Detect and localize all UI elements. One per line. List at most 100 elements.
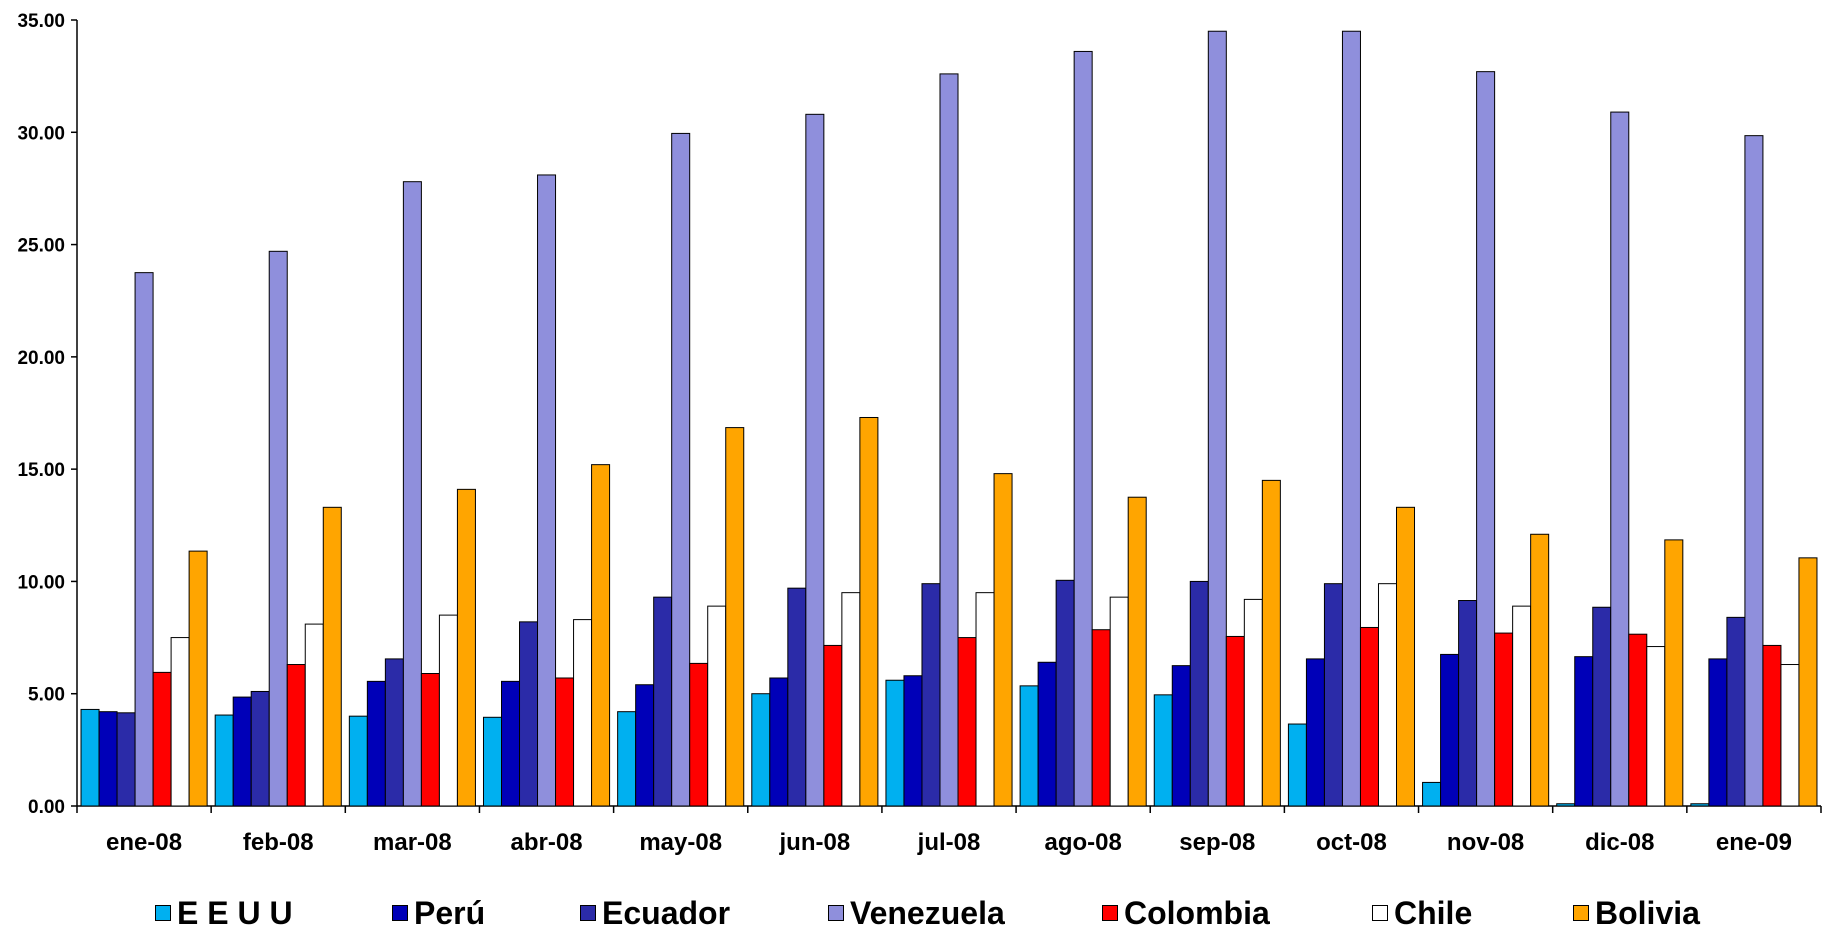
bar-6-9 — [1395, 506, 1416, 807]
bar-5-9 — [1377, 583, 1397, 807]
x-tick-label: sep-08 — [1179, 829, 1255, 856]
bar-5-12 — [1780, 664, 1800, 807]
legend-item: E E U U — [155, 893, 293, 933]
bar-4-9 — [1359, 626, 1379, 807]
legend-label: Bolivia — [1595, 894, 1700, 931]
bar-4-11 — [1628, 633, 1648, 807]
bar-2-3 — [519, 621, 539, 807]
legend-item: Venezuela — [828, 893, 1005, 933]
bar-4-12 — [1762, 644, 1782, 807]
y-tick-label: 10.00 — [17, 572, 65, 593]
bar-6-4 — [725, 427, 745, 807]
legend-swatch — [1573, 905, 1589, 921]
bar-2-10 — [1458, 600, 1478, 807]
bar-3-10 — [1476, 71, 1496, 807]
bar-0-1 — [214, 714, 234, 807]
y-tick-label: 25.00 — [17, 236, 65, 257]
legend-item: Colombia — [1102, 893, 1270, 933]
bar-3-7 — [1073, 50, 1093, 807]
bar-5-0 — [170, 637, 190, 807]
bar-6-5 — [859, 416, 879, 807]
x-tick-label: abr-08 — [511, 829, 583, 856]
bar-5-2 — [438, 614, 458, 807]
bar-2-12 — [1726, 616, 1746, 807]
legend-swatch — [392, 905, 408, 921]
bar-0-7 — [1019, 685, 1039, 807]
bar-0-3 — [482, 716, 503, 807]
bar-3-2 — [402, 181, 422, 807]
bar-6-0 — [188, 550, 208, 807]
bar-2-9 — [1323, 583, 1343, 807]
bar-0-0 — [80, 708, 100, 807]
bar-3-3 — [537, 174, 557, 807]
bar-4-7 — [1091, 629, 1111, 807]
legend-item: Ecuador — [580, 893, 730, 933]
x-tick-label: ago-08 — [1044, 829, 1121, 856]
x-tick-label: jul-08 — [917, 829, 981, 856]
x-tick-label: oct-08 — [1316, 829, 1387, 856]
bar-4-10 — [1494, 632, 1514, 807]
bar-1-11 — [1574, 656, 1594, 807]
bar-4-2 — [420, 673, 440, 807]
bar-0-9 — [1287, 723, 1307, 807]
legend-item: Perú — [392, 893, 485, 933]
x-tick-label: ene-08 — [106, 829, 182, 856]
y-tick-label: 5.00 — [28, 685, 65, 706]
bar-5-1 — [304, 623, 324, 807]
legend-item: Bolivia — [1573, 893, 1700, 933]
bar-0-6 — [885, 679, 905, 807]
x-tick-label: jun-08 — [779, 829, 851, 856]
x-tick-label: may-08 — [639, 829, 722, 856]
bar-6-2 — [456, 488, 476, 807]
bar-2-8 — [1189, 580, 1209, 807]
bar-6-7 — [1127, 496, 1147, 807]
legend-swatch — [155, 905, 171, 921]
bar-0-11 — [1556, 803, 1576, 807]
bar-0-5 — [751, 693, 771, 807]
bar-2-7 — [1055, 579, 1075, 807]
bar-6-8 — [1261, 479, 1281, 807]
bar-4-1 — [286, 664, 306, 807]
bar-0-12 — [1690, 803, 1710, 807]
bar-1-7 — [1037, 661, 1057, 807]
bar-2-5 — [787, 587, 807, 807]
bar-5-10 — [1512, 605, 1532, 807]
y-tick-label: 0.00 — [28, 797, 65, 818]
bar-6-1 — [322, 506, 342, 807]
bar-1-6 — [903, 675, 923, 807]
x-tick-label: feb-08 — [243, 829, 314, 856]
bar-2-2 — [384, 658, 404, 807]
bar-5-4 — [707, 605, 727, 807]
x-tick-label: dic-08 — [1585, 829, 1654, 856]
bar-6-6 — [993, 473, 1013, 807]
bar-6-3 — [591, 464, 611, 807]
bar-5-8 — [1243, 598, 1263, 807]
bar-2-1 — [250, 690, 270, 807]
x-tick-label: ene-09 — [1716, 829, 1792, 856]
bar-3-4 — [671, 132, 691, 807]
bar-1-5 — [769, 677, 789, 807]
legend-label: Perú — [414, 894, 486, 931]
bar-5-6 — [975, 592, 995, 807]
y-tick-label: 15.00 — [17, 460, 65, 481]
bar-5-3 — [573, 619, 593, 807]
bar-0-10 — [1422, 781, 1442, 807]
bar-3-6 — [939, 73, 959, 807]
legend-item: Chile — [1372, 893, 1472, 933]
bar-5-11 — [1646, 646, 1666, 807]
bar-1-1 — [232, 696, 252, 807]
bar-1-8 — [1171, 665, 1191, 807]
bar-5-5 — [841, 592, 861, 807]
x-tick-label: nov-08 — [1447, 829, 1524, 856]
legend-swatch — [580, 905, 596, 921]
bar-4-6 — [957, 637, 977, 807]
bar-0-2 — [348, 715, 368, 807]
bar-1-0 — [98, 711, 118, 807]
legend-label: Venezuela — [850, 894, 1005, 931]
bar-3-0 — [134, 272, 154, 807]
bar-0-4 — [617, 711, 637, 807]
bar-3-11 — [1610, 111, 1630, 807]
bar-6-11 — [1664, 539, 1684, 807]
x-tick-label: mar-08 — [373, 829, 452, 856]
legend-swatch — [1102, 905, 1118, 921]
